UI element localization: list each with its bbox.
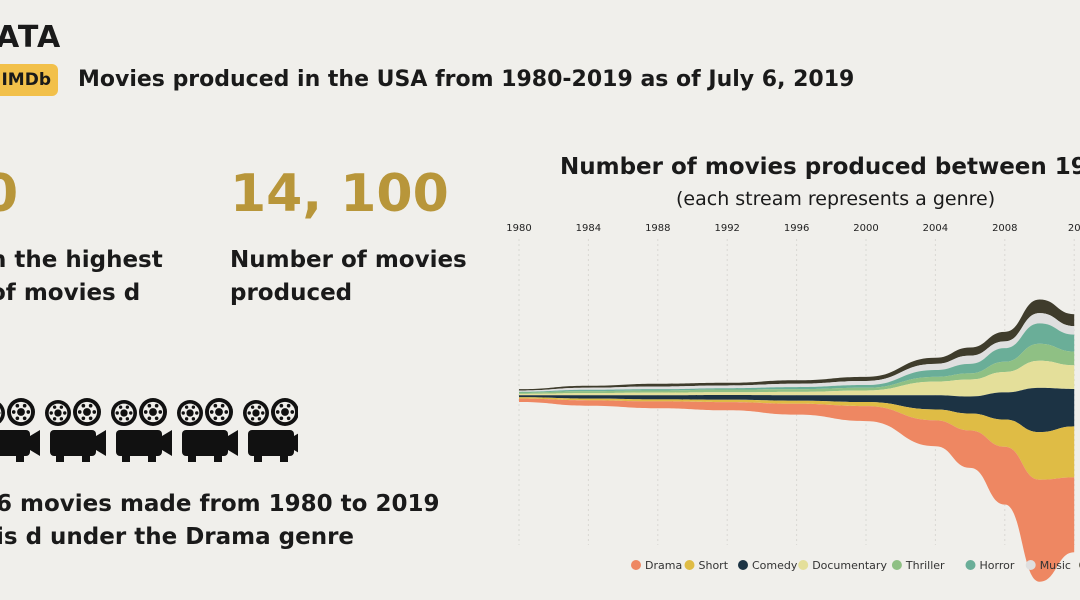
- film-camera-icon: [177, 398, 238, 462]
- legend-swatch: [798, 560, 809, 570]
- page-title: ATA: [0, 20, 62, 55]
- stat-value-highest: 0: [0, 164, 19, 224]
- legend-entry: Horror: [980, 559, 1015, 572]
- legend-entry: Music: [1040, 559, 1071, 572]
- chart-subtitle: (each stream represents a genre): [676, 188, 996, 210]
- legend-swatch: [631, 560, 641, 570]
- page-subtitle: Movies produced in the USA from 1980-201…: [78, 67, 855, 92]
- legend-swatch: [965, 560, 976, 570]
- stream-thriller: [519, 343, 1075, 394]
- film-camera-icon: [0, 398, 40, 462]
- legend-swatch: [738, 560, 748, 570]
- stream-drama: [519, 398, 1075, 582]
- legend-swatch: [684, 560, 695, 570]
- legend-entry: Comedy: [752, 559, 798, 572]
- film-camera-icon: [243, 398, 298, 462]
- x-tick-label: 2000: [853, 223, 878, 234]
- legend-entry: Drama: [645, 559, 682, 572]
- film-camera-icon: [45, 398, 106, 462]
- legend-entry: Documentary: [812, 559, 887, 572]
- x-tick-label: 2008: [992, 223, 1017, 234]
- stream-horror: [519, 323, 1075, 393]
- legend-swatch: [891, 560, 902, 570]
- legend-entry: Thriller: [905, 559, 945, 572]
- imdb-logo: IMDb: [0, 64, 58, 96]
- x-tick-label: 1996: [784, 223, 809, 234]
- stat-label-movies-produced: Number of movies produced: [230, 247, 467, 306]
- stat-value-movies-produced: 14, 100: [230, 164, 449, 224]
- x-tick-label: 1980: [506, 223, 531, 234]
- drama-fact-text: 6 movies made from 1980 to 2019 is d und…: [0, 491, 440, 550]
- stat-label-highest: n the highest of movies d: [0, 247, 163, 306]
- film-camera-icon: [111, 398, 172, 462]
- x-tick-label: 2004: [923, 223, 948, 234]
- x-tick-label: 1988: [645, 223, 670, 234]
- stream-comedy: [519, 387, 1075, 433]
- streamgraph-chart: 1980 1984 1988 1992 1996 2000 2004 2008 20 Drama S…: [506, 223, 1080, 582]
- stream-documentary: [519, 360, 1075, 397]
- x-tick-label: 20: [1068, 223, 1080, 234]
- legend-swatch: [1025, 560, 1036, 570]
- x-tick-label: 1984: [576, 223, 601, 234]
- chart-title: Number of movies produced between 198: [560, 154, 1080, 180]
- stream-short: [519, 397, 1075, 480]
- x-tick-label: 1992: [714, 223, 739, 234]
- legend-entry: Short: [699, 559, 729, 572]
- camera-icon-row: [0, 398, 298, 462]
